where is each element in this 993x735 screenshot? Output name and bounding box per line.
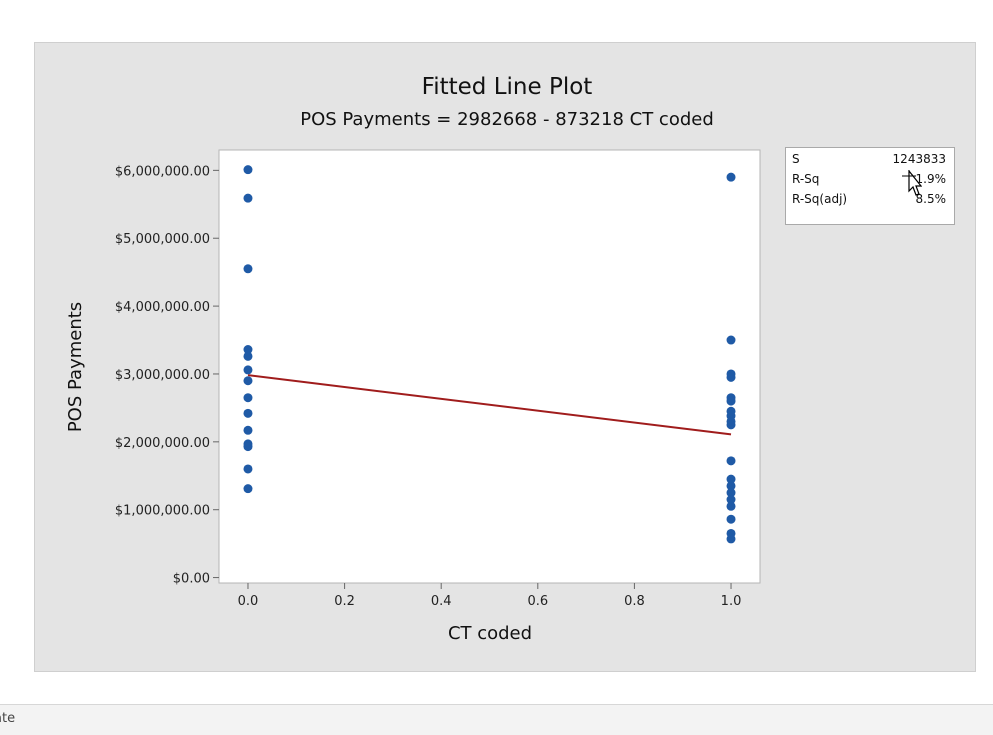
data-point bbox=[726, 372, 736, 382]
y-tick-label: $2,000,000.00 bbox=[115, 436, 210, 451]
data-point bbox=[243, 351, 253, 361]
stat-value: 8.5% bbox=[915, 192, 947, 206]
x-axis-title: CT coded bbox=[448, 623, 532, 644]
data-point bbox=[726, 488, 736, 498]
y-tick-label: $0.00 bbox=[173, 572, 210, 587]
data-point bbox=[243, 376, 253, 386]
stats-row-rsq-adj: R-Sq(adj) 8.5% bbox=[792, 192, 946, 210]
status-bar-text: ate bbox=[0, 711, 16, 726]
x-tick-label: 0.6 bbox=[527, 594, 548, 609]
graph-window: Fitted Line Plot POS Payments = 2982668 … bbox=[34, 42, 976, 672]
data-point bbox=[726, 420, 736, 430]
fit-line-layer bbox=[247, 374, 732, 436]
stat-label: R-Sq bbox=[792, 172, 820, 186]
stat-label: S bbox=[792, 152, 800, 166]
y-tick-label: $6,000,000.00 bbox=[115, 164, 210, 179]
y-tick-label: $4,000,000.00 bbox=[115, 300, 210, 315]
y-tick-label: $5,000,000.00 bbox=[115, 232, 210, 247]
data-point bbox=[243, 365, 253, 375]
data-point bbox=[243, 165, 253, 175]
stats-row-rsq: R-Sq 11.9% bbox=[792, 172, 946, 190]
data-point bbox=[726, 456, 736, 466]
data-point bbox=[243, 264, 253, 274]
data-point bbox=[726, 481, 736, 491]
x-tick-label: 0.8 bbox=[624, 594, 645, 609]
data-point bbox=[726, 396, 736, 406]
data-point bbox=[726, 534, 736, 544]
y-axis-title: POS Payments bbox=[65, 302, 86, 432]
fitted-line-plot: Fitted Line Plot POS Payments = 2982668 … bbox=[65, 74, 761, 644]
x-tick-label: 0.2 bbox=[334, 594, 355, 609]
data-point bbox=[243, 345, 253, 355]
data-point bbox=[243, 393, 253, 403]
fitted-regression-line bbox=[247, 374, 732, 436]
chart-title: Fitted Line Plot bbox=[422, 74, 593, 100]
y-axis: $0.00 $1,000,000.00 $2,000,000.00 $3,000,00… bbox=[115, 164, 219, 587]
mouse-cursor-icon bbox=[902, 170, 922, 196]
data-point bbox=[243, 425, 253, 435]
x-axis: 0.0 0.2 0.4 0.6 0.8 1.0 bbox=[238, 583, 742, 609]
y-tick-label: $1,000,000.00 bbox=[115, 504, 210, 519]
points-layer bbox=[243, 165, 736, 544]
data-point bbox=[243, 408, 253, 418]
data-point bbox=[243, 193, 253, 203]
data-point bbox=[243, 464, 253, 474]
y-tick-label: $3,000,000.00 bbox=[115, 368, 210, 383]
regression-equation: POS Payments = 2982668 - 873218 CT coded bbox=[300, 109, 714, 130]
stat-value: 1243833 bbox=[892, 152, 946, 166]
data-point bbox=[726, 474, 736, 484]
data-point bbox=[726, 501, 736, 511]
x-tick-label: 1.0 bbox=[721, 594, 742, 609]
x-tick-label: 0.0 bbox=[238, 594, 259, 609]
regression-stats-box: S 1243833 R-Sq 11.9% R-Sq(adj) 8.5% bbox=[785, 147, 955, 225]
data-point bbox=[243, 484, 253, 494]
stat-label: R-Sq(adj) bbox=[792, 192, 848, 206]
data-point bbox=[726, 495, 736, 505]
status-bar: ate bbox=[0, 704, 993, 735]
data-point bbox=[726, 335, 736, 345]
data-point bbox=[726, 514, 736, 524]
data-point bbox=[726, 172, 736, 182]
data-point bbox=[243, 442, 253, 452]
stats-row-s: S 1243833 bbox=[792, 152, 946, 170]
plot-area bbox=[218, 149, 761, 584]
x-tick-label: 0.4 bbox=[431, 594, 452, 609]
